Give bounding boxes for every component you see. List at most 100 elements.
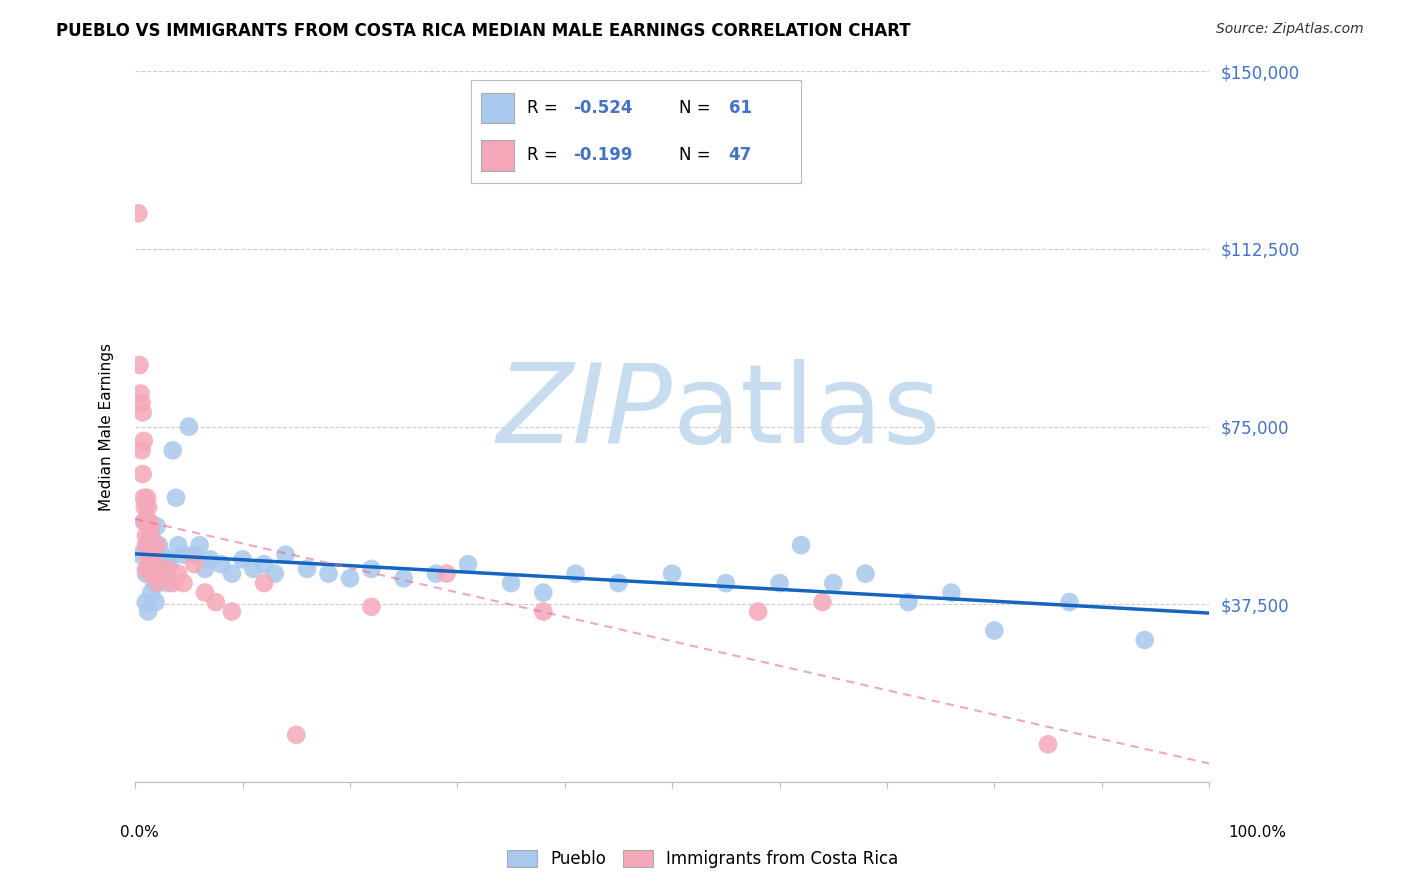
Point [768,576,790,591]
Point [132,491,155,505]
Point [141,557,163,571]
Point [132,515,155,529]
Point [156,552,179,566]
Point [145,595,167,609]
Point [129,548,152,562]
Point [131,443,153,458]
Text: 0.0%: 0.0% [120,825,159,840]
Point [274,548,297,562]
Legend: Pueblo, Immigrants from Costa Rica: Pueblo, Immigrants from Costa Rica [501,843,905,875]
Point [141,538,163,552]
Point [132,434,155,448]
Point [564,566,586,581]
Point [138,515,160,529]
Point [135,562,157,576]
Point [155,566,177,581]
Point [263,566,285,581]
Point [139,529,162,543]
Point [360,562,382,576]
Point [941,585,963,599]
Point [790,538,813,552]
Point [141,557,163,571]
Text: N =: N = [679,99,716,117]
Point [132,405,155,419]
Point [150,548,173,562]
Point [156,576,179,591]
Point [194,562,217,576]
Point [221,566,243,581]
Point [983,624,1005,638]
Point [183,557,205,571]
Point [142,566,165,581]
Point [436,566,458,581]
Point [823,576,845,591]
Point [318,566,340,581]
Point [531,605,554,619]
Point [141,529,163,543]
Point [204,595,226,609]
Point [135,538,157,552]
Point [339,571,361,585]
Point [295,562,318,576]
Point [135,566,157,581]
Point [897,595,920,609]
Point [747,605,769,619]
Point [135,529,157,543]
Point [136,538,159,552]
Point [162,443,184,458]
Point [143,557,166,571]
Point [145,538,167,552]
Text: R =: R = [527,99,564,117]
Point [132,467,155,481]
Point [167,566,190,581]
Text: -0.524: -0.524 [574,99,633,117]
Point [138,557,160,571]
Text: Source: ZipAtlas.com: Source: ZipAtlas.com [1216,22,1364,37]
Point [531,585,554,599]
Point [135,595,157,609]
Y-axis label: Median Male Earnings: Median Male Earnings [100,343,114,510]
Point [209,557,232,571]
Point [661,566,683,581]
Point [392,571,415,585]
Point [148,538,170,552]
Point [150,566,173,581]
Text: ZIP: ZIP [496,359,672,466]
Point [1036,737,1059,751]
Point [134,515,156,529]
Point [141,585,163,599]
Point [1059,595,1081,609]
Point [360,599,382,614]
Point [134,500,156,515]
Point [607,576,630,591]
Point [232,552,254,566]
Point [167,538,190,552]
Point [1133,632,1156,647]
Point [136,491,159,505]
Text: R =: R = [527,146,564,164]
Point [128,358,150,372]
Point [194,585,217,599]
Point [173,576,195,591]
Text: -0.199: -0.199 [574,146,633,164]
Point [156,562,179,576]
Text: 100.0%: 100.0% [1229,825,1286,840]
Point [457,557,479,571]
Point [136,515,159,529]
Point [141,519,163,533]
Point [165,491,187,505]
Point [127,206,149,220]
FancyBboxPatch shape [481,93,515,123]
Point [153,557,176,571]
Point [139,566,162,581]
Point [253,576,276,591]
Text: atlas: atlas [672,359,941,466]
Point [145,519,167,533]
Text: 61: 61 [728,99,752,117]
Point [162,576,184,591]
Point [136,548,159,562]
Point [242,562,264,576]
Point [499,576,522,591]
Point [855,566,877,581]
Text: N =: N = [679,146,716,164]
